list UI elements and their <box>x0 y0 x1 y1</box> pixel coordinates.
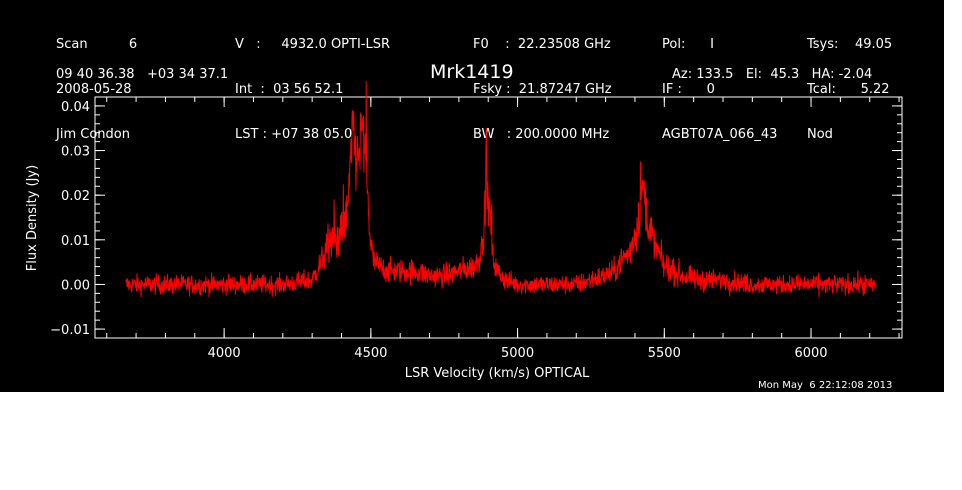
header-col-tsys: Tsys: 49.05 Tcal: 5.22 Nod <box>807 7 892 172</box>
y-tick-label: 0.03 <box>61 145 90 160</box>
switching-mode: Nod <box>807 127 833 142</box>
x-tick-label: 4500 <box>354 346 387 361</box>
bandwidth: BW : 200.0000 MHz <box>473 127 610 142</box>
x-axis-label: LSR Velocity (km/s) OPTICAL <box>405 366 590 381</box>
observation-date: 2008-05-28 <box>56 82 132 97</box>
observer-name: Jim Condon <box>56 127 130 142</box>
y-tick-label: 0.02 <box>61 189 90 204</box>
tsys-value: Tsys: 49.05 <box>807 37 893 52</box>
x-tick-label: 5500 <box>648 346 681 361</box>
source-coordinates: 09 40 36.38 +03 34 37.1 <box>56 67 229 82</box>
chart-axes: 4000 4500 5000 5500 6000 −0.01 0.00 0.01 0.02 0.0… <box>50 96 903 361</box>
rest-frequency: F0 : 22.23508 GHz <box>473 37 611 52</box>
header-col-scan: Scan 6 2008-05-28 Jim Condon <box>56 7 137 172</box>
header-col-polarization: Pol: I IF : 0 AGBT07A_066_43 <box>662 7 777 172</box>
pointing-info: Az: 133.5 El: 45.3 HA: -2.04 <box>672 67 873 82</box>
y-tick-label: −0.01 <box>50 323 90 338</box>
scan-number: Scan 6 <box>56 37 138 52</box>
y-tick-label: 0.00 <box>61 278 90 293</box>
x-tick-label: 5000 <box>501 346 534 361</box>
y-tick-label: 0.04 <box>61 100 90 115</box>
project-id: AGBT07A_066_43 <box>662 127 778 142</box>
polarization: Pol: I <box>662 37 714 52</box>
header-col-frequency: F0 : 22.23508 GHz Fsky : 21.87247 GHz BW… <box>473 7 612 172</box>
plot-frame <box>94 96 903 339</box>
source-title: Mrk1419 <box>430 61 514 83</box>
spectrum-plot-panel: Scan 6 2008-05-28 Jim Condon V : 4932.0 … <box>0 0 944 392</box>
sky-frequency: Fsky : 21.87247 GHz <box>473 82 612 97</box>
x-tick-label: 6000 <box>794 346 827 361</box>
if-number: IF : 0 <box>662 82 715 97</box>
series-line-spectrum <box>125 81 876 298</box>
spectrum-chart: 4000 4500 5000 5500 6000 −0.01 0.00 0.01 0.02 0.0… <box>25 81 903 381</box>
velocity-value: V : 4932.0 OPTI-LSR <box>235 37 391 52</box>
integration-time: Int : 03 56 52.1 <box>235 82 344 97</box>
y-axis-label: Flux Density (Jy) <box>25 165 40 271</box>
lst-value: LST : +07 38 05.0 <box>235 127 353 142</box>
x-tick-label: 4000 <box>208 346 241 361</box>
header-col-velocity: V : 4932.0 OPTI-LSR Int : 03 56 52.1 LST… <box>235 7 390 172</box>
y-tick-label: 0.01 <box>61 234 90 249</box>
plot-timestamp: Mon May 6 22:12:08 2013 <box>758 380 893 391</box>
tcal-value: Tcal: 5.22 <box>807 82 890 97</box>
